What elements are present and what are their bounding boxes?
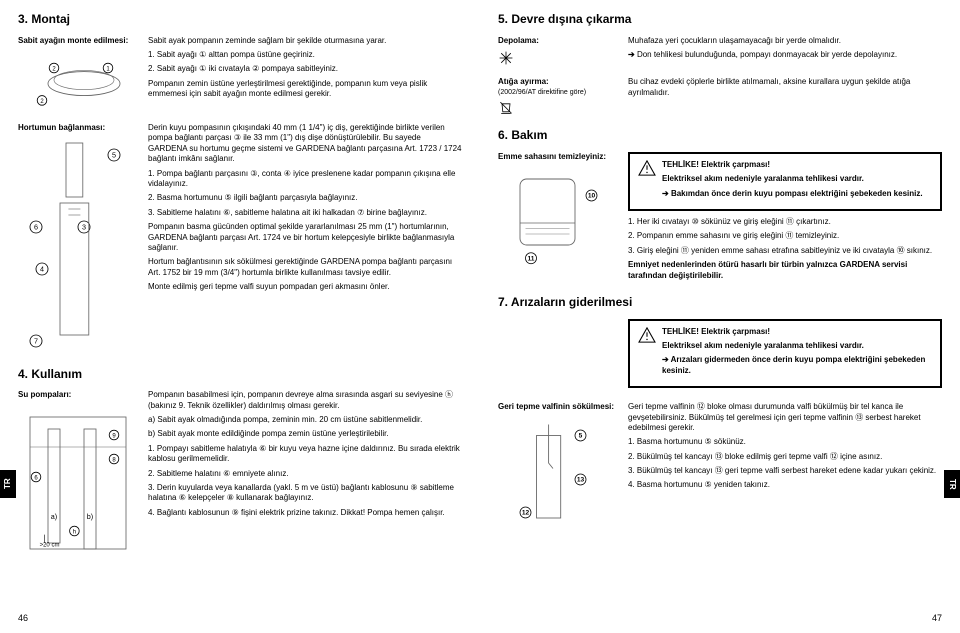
fault-warn-a: Arızaları gidermeden önce derin kuyu pom… <box>662 355 925 374</box>
clean-warn-a: Bakımdan önce derin kuyu pompası elektri… <box>671 189 923 198</box>
valve-p1: Geri tepme valfinin ⑫ bloke olması durum… <box>628 402 942 433</box>
clean-warn-b: Elektriksel akım nedeniyle yaralanma teh… <box>662 174 864 183</box>
page-left: TR 3. Montaj Sabit ayağın monte edilmesi… <box>0 0 480 633</box>
svg-text:>20 cm: >20 cm <box>40 542 60 548</box>
hose-p2: Pompanın basma gücünden optimal şekilde … <box>148 222 462 253</box>
valve-s4: 4. Basma hortumunu ⑤ yeniden takınız. <box>628 480 942 490</box>
hose-s2: 2. Basma hortumunu ⑤ ilgili bağlantı par… <box>148 193 462 203</box>
s7-title: 7. Arızaların giderilmesi <box>498 295 942 311</box>
svg-text:h: h <box>73 529 76 535</box>
valve-diagram: 5 13 12 <box>498 419 608 529</box>
hose-p4: Monte edilmiş geri tepme valfi suyun pom… <box>148 282 462 292</box>
pump-label: Su pompaları: <box>18 390 138 400</box>
mount-diagram: 1 2 2 <box>18 50 138 110</box>
warning-icon <box>638 327 656 343</box>
pump-a: a) Sabit ayak olmadığında pompa, zeminin… <box>148 415 462 425</box>
svg-text:4: 4 <box>40 265 44 274</box>
svg-text:6: 6 <box>34 223 38 232</box>
pump-diagram: 9 8 6 h a) b) >20 cm <box>18 405 138 561</box>
hose-s3: 3. Sabitleme halatını ⑥, sabitleme halat… <box>148 208 462 218</box>
hose-p1: Derin kuyu pompasının çıkışındaki 40 mm … <box>148 123 462 165</box>
warning-icon <box>638 160 656 176</box>
mount-s1: 1. Sabit ayağı ① alttan pompa üstüne geç… <box>148 50 462 60</box>
svg-text:b): b) <box>87 512 93 521</box>
lang-tab-left: TR <box>0 470 16 498</box>
fault-warn-b: Elektriksel akım nedeniyle yaralanma teh… <box>662 341 864 350</box>
s5-title: 5. Devre dışına çıkarma <box>498 12 942 28</box>
weee-icon <box>498 99 514 115</box>
mount-s2: 2. Sabit ayağı ① iki cıvatayla ② pompaya… <box>148 64 462 74</box>
svg-text:5: 5 <box>579 432 583 439</box>
svg-text:3: 3 <box>82 223 86 232</box>
svg-text:a): a) <box>51 512 57 521</box>
svg-text:13: 13 <box>577 476 585 483</box>
mount-intro: Sabit ayak pompanın zeminde sağlam bir ş… <box>148 36 462 46</box>
store-label: Depolama: <box>498 36 618 46</box>
fault-warn-t: TEHLİKE! Elektrik çarpması! <box>662 327 770 336</box>
hose-label: Hortumun bağlanması: <box>18 123 138 133</box>
frost-icon <box>498 50 514 66</box>
pump-s1: 1. Pompayı sabitleme halatıyla ⑥ bir kuy… <box>148 444 462 465</box>
valve-s1: 1. Basma hortumunu ⑤ sökünüz. <box>628 437 942 447</box>
svg-text:5: 5 <box>112 151 116 160</box>
dispose-label: Atığa ayırma: <box>498 77 618 87</box>
s3-title: 3. Montaj <box>18 12 462 28</box>
pump-s2: 2. Sabitleme halatını ⑥ emniyete alınız. <box>148 469 462 479</box>
pump-b: b) Sabit ayak monte edildiğinde pompa ze… <box>148 429 462 439</box>
clean-s2: 2. Pompanın emme sahasını ve giriş eleği… <box>628 231 942 241</box>
svg-text:12: 12 <box>522 509 530 516</box>
s6-title: 6. Bakım <box>498 128 942 144</box>
clean-s1: 1. Her iki cıvatayı ⑩ sökünüz ve giriş e… <box>628 217 942 227</box>
clean-warn-t: TEHLİKE! Elektrik çarpması! <box>662 160 770 169</box>
valve-label: Geri tepme valfinin sökülmesi: <box>498 402 618 412</box>
page-num-left: 46 <box>18 613 28 625</box>
mount-s3: Pompanın zemin üstüne yerleştirilmesi ge… <box>148 79 462 100</box>
dispose-p1: Bu cihaz evdeki çöplerle birlikte atılma… <box>628 77 942 98</box>
mount-label: Sabit ayağın monte edilmesi: <box>18 36 138 46</box>
svg-text:7: 7 <box>34 337 38 346</box>
s4-title: 4. Kullanım <box>18 367 462 383</box>
clean-diagram: 10 11 <box>498 168 608 267</box>
svg-text:2: 2 <box>52 66 56 72</box>
page-num-right: 47 <box>932 613 942 625</box>
valve-s2: 2. Bükülmüş tel kancayı ⑬ bloke edilmiş … <box>628 452 942 462</box>
hose-p3: Hortum bağlantısının sık sökülmesi gerek… <box>148 257 462 278</box>
svg-text:8: 8 <box>112 457 116 463</box>
dispose-sub: (2002/96/AT direktifine göre) <box>498 88 618 97</box>
svg-text:1: 1 <box>106 66 110 72</box>
clean-label: Emme sahasını temizleyiniz: <box>498 152 618 162</box>
store-p1: Muhafaza yeri çocukların ulaşamayacağı b… <box>628 36 942 46</box>
warn-box-fault: TEHLİKE! Elektrik çarpması! Elektriksel … <box>628 319 942 389</box>
page-right: TR 5. Devre dışına çıkarma Depolama: Muh… <box>480 0 960 633</box>
pump-s3: 3. Derin kuyularda veya kanallarda (yakl… <box>148 483 462 504</box>
hose-diagram: 5 6 3 4 7 <box>18 137 138 353</box>
store-p2: Don tehlikesi bulunduğunda, pompayı donm… <box>628 50 942 60</box>
warn-box-clean: TEHLİKE! Elektrik çarpması! Elektriksel … <box>628 152 942 211</box>
svg-text:11: 11 <box>528 256 535 263</box>
valve-s3: 3. Bükülmüş tel kancayı ⑬ geri tepme val… <box>628 466 942 476</box>
svg-text:10: 10 <box>588 193 596 200</box>
svg-text:9: 9 <box>112 433 116 439</box>
pump-p1: Pompanın basabilmesi için, pompanın devr… <box>148 390 462 411</box>
svg-text:2: 2 <box>40 99 44 105</box>
hose-s1: 1. Pompa bağlantı parçasını ③, conta ④ i… <box>148 169 462 190</box>
lang-tab-right: TR <box>944 470 960 498</box>
pump-s4: 4. Bağlantı kablosunun ⑨ fişini elektrik… <box>148 508 462 518</box>
svg-text:6: 6 <box>34 475 38 481</box>
clean-note: Emniyet nedenlerinden ötürü hasarlı bir … <box>628 260 907 279</box>
clean-s3: 3. Giriş eleğini ⑪ yeniden emme sahası e… <box>628 246 942 256</box>
